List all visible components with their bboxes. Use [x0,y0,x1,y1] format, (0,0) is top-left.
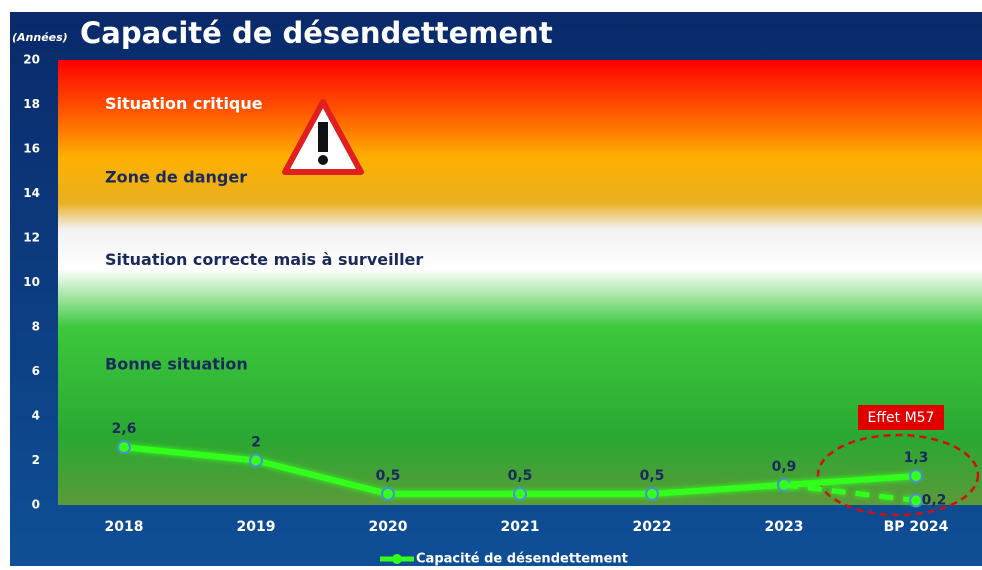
annotation-box [858,405,944,430]
x-tick-label: 2022 [633,519,672,535]
data-label: 2,6 [112,421,137,437]
zone-label: Bonne situation [105,354,248,373]
legend-marker [392,554,402,564]
warning-icon [282,99,364,175]
zone-label: Situation correcte mais à surveiller [105,250,423,269]
y-tick-label: 10 [23,275,40,289]
x-tick-label: 2019 [237,519,276,535]
legend-label: Capacité de désendettement [416,552,628,567]
plot-area [58,60,982,505]
y-tick-label: 12 [23,231,40,245]
x-tick-label: 2020 [369,519,408,535]
y-tick-label: 6 [32,364,40,378]
point [117,440,131,455]
y-tick-label: 4 [32,409,40,423]
zone-label: Zone de danger [105,167,247,186]
point [381,486,395,501]
highlight-ellipse [816,433,980,517]
y-tick-label: 0 [32,498,40,512]
point [513,486,527,501]
y-tick-label: 2 [32,453,40,467]
x-tick-label: 2018 [105,519,144,535]
x-tick-label: 2021 [501,519,540,535]
data-label: 0,9 [772,459,797,475]
x-tick-label: BP 2024 [884,519,949,535]
data-label: 2 [251,435,261,451]
y-tick-label: 18 [23,97,40,111]
data-label: 1,3 [904,450,929,466]
data-label: 0,5 [640,468,665,484]
annotation: Effet M57 [868,410,935,426]
point [909,469,923,484]
y-tick-label: 16 [23,142,40,156]
data-label: 0,5 [376,468,401,484]
data-label: 0,5 [508,468,533,484]
x-tick-label: 2023 [765,519,804,535]
zone-label: Situation critique [105,94,263,113]
y-axis-label: (Années) [12,31,68,44]
point [249,453,263,468]
data-label: 0,2 [922,493,947,509]
point [645,486,659,501]
y-tick-label: 14 [23,186,40,200]
y-tick-label: 20 [23,53,40,67]
point [909,493,923,508]
y-tick-label: 8 [32,320,40,334]
chart-title: Capacité de désendettement [80,16,553,50]
